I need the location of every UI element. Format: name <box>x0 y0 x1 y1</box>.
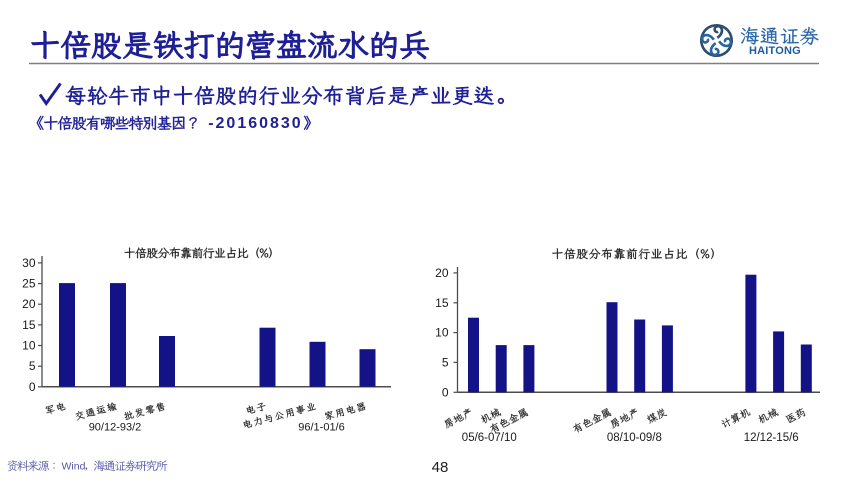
svg-text:20: 20 <box>22 297 36 311</box>
svg-text:0: 0 <box>29 380 36 394</box>
svg-text:10: 10 <box>22 339 36 353</box>
svg-text:30: 30 <box>22 256 36 270</box>
svg-text:15: 15 <box>435 296 449 310</box>
svg-text:HAITONG: HAITONG <box>749 45 801 57</box>
svg-text:10: 10 <box>435 326 449 340</box>
svg-text:96/1-01/6: 96/1-01/6 <box>298 422 344 434</box>
svg-text:-20160830: -20160830 <box>208 115 303 132</box>
svg-text:90/12-93/2: 90/12-93/2 <box>89 422 142 434</box>
svg-text:12/12-15/6: 12/12-15/6 <box>744 432 799 444</box>
svg-text:15: 15 <box>22 318 36 332</box>
svg-text:05/6-07/10: 05/6-07/10 <box>462 432 517 444</box>
svg-text:25: 25 <box>22 277 36 291</box>
svg-text:48: 48 <box>432 459 449 476</box>
svg-text:Wind: Wind <box>62 461 86 473</box>
svg-text:08/10-09/8: 08/10-09/8 <box>607 432 662 444</box>
svg-text:0: 0 <box>442 385 449 399</box>
svg-text:20: 20 <box>435 266 449 280</box>
svg-text:5: 5 <box>442 355 449 369</box>
svg-text:5: 5 <box>29 359 36 373</box>
